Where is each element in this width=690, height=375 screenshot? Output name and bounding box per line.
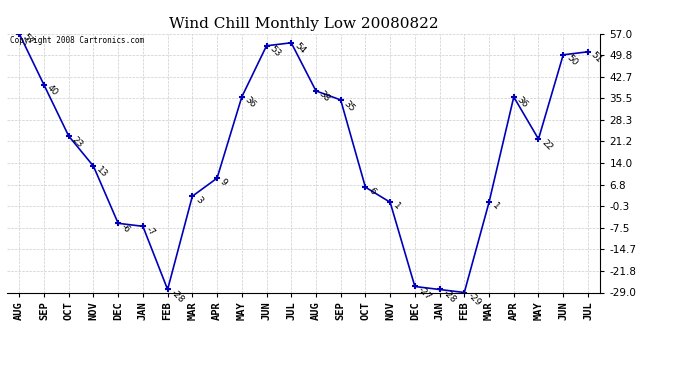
Title: Wind Chill Monthly Low 20080822: Wind Chill Monthly Low 20080822 <box>169 17 438 31</box>
Text: 1: 1 <box>491 201 501 211</box>
Text: -28: -28 <box>441 288 457 305</box>
Text: -28: -28 <box>169 288 186 305</box>
Text: 53: 53 <box>268 44 282 59</box>
Text: 1: 1 <box>391 201 402 211</box>
Text: -7: -7 <box>144 225 157 238</box>
Text: 13: 13 <box>95 165 109 179</box>
Text: 23: 23 <box>70 135 84 149</box>
Text: 38: 38 <box>317 90 332 104</box>
Text: -27: -27 <box>416 285 433 302</box>
Text: 9: 9 <box>219 177 229 187</box>
Text: -6: -6 <box>119 222 132 235</box>
Text: 51: 51 <box>589 50 604 65</box>
Text: 36: 36 <box>515 96 530 110</box>
Text: -29: -29 <box>466 291 482 308</box>
Text: 50: 50 <box>564 53 579 68</box>
Text: 54: 54 <box>293 41 307 56</box>
Text: 3: 3 <box>194 195 204 205</box>
Text: Copyright 2008 Cartronics.com: Copyright 2008 Cartronics.com <box>10 36 144 45</box>
Text: 6: 6 <box>367 186 377 196</box>
Text: 57: 57 <box>21 32 35 47</box>
Text: 22: 22 <box>540 138 554 152</box>
Text: 35: 35 <box>342 99 357 113</box>
Text: 36: 36 <box>243 96 257 110</box>
Text: 40: 40 <box>46 84 60 98</box>
